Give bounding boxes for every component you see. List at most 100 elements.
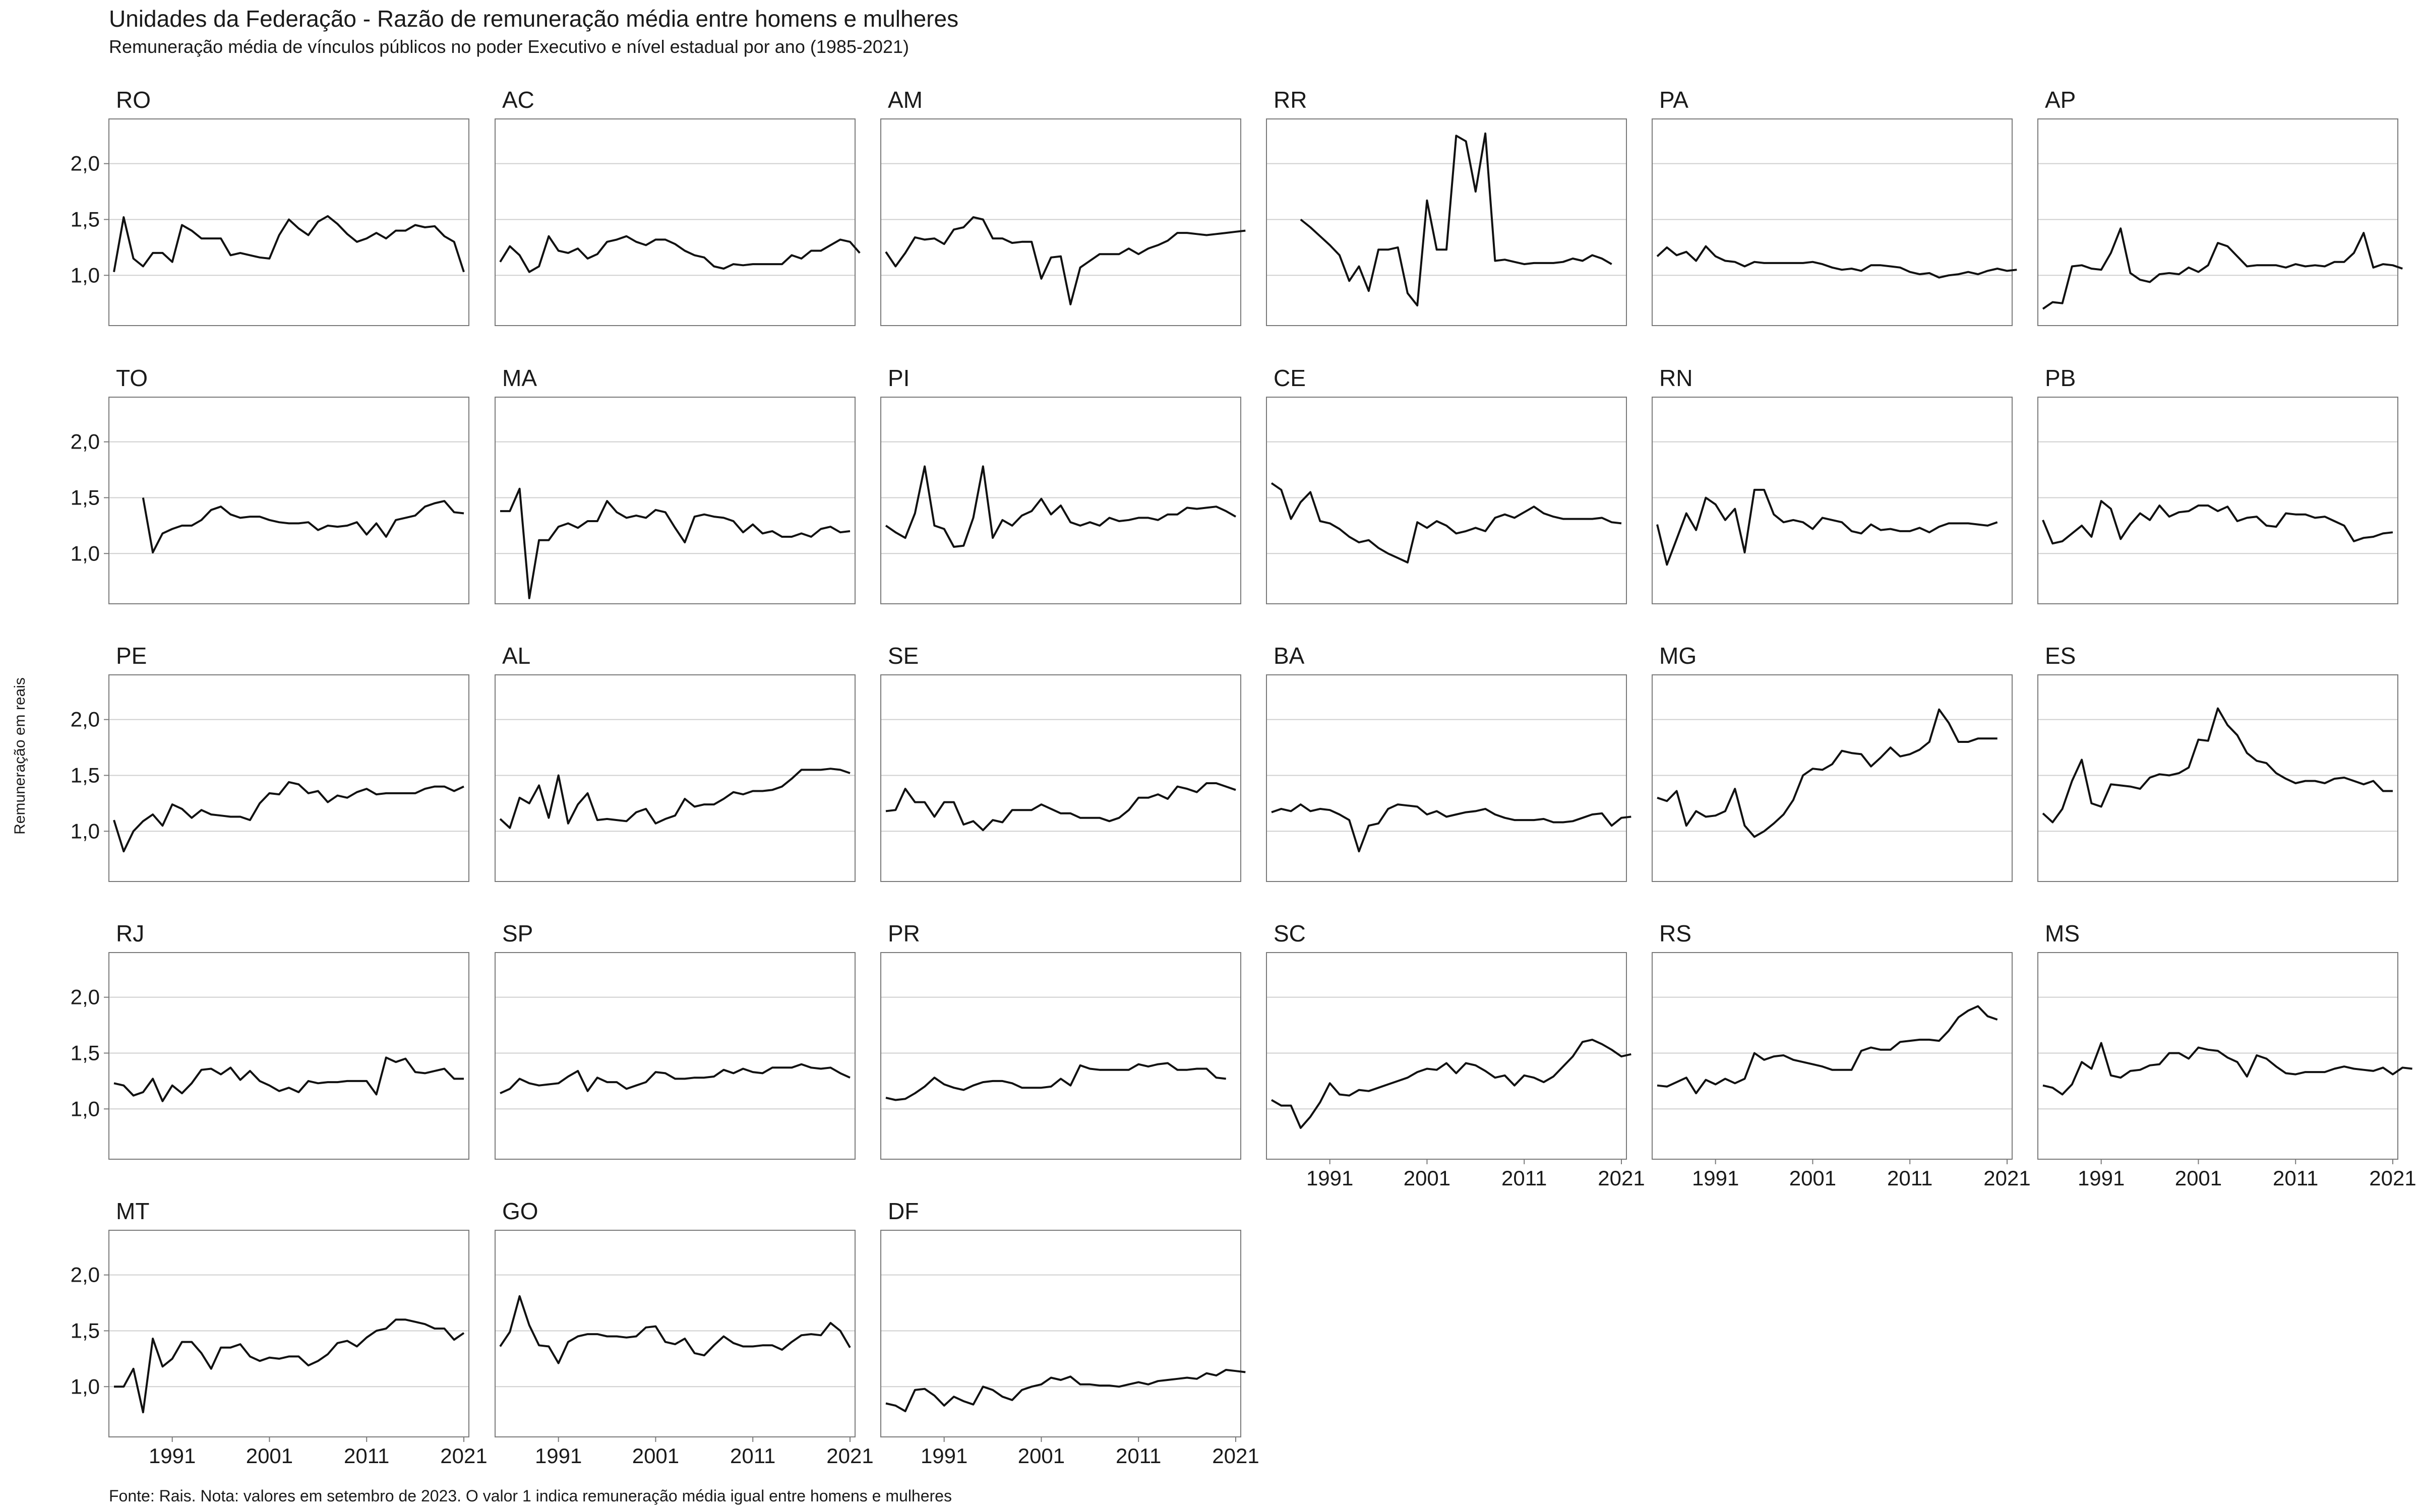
series-line-ac (499, 235, 861, 273)
y-tick-label: 2,0 (71, 708, 100, 731)
panel-frame (880, 1230, 1241, 1437)
panel-label-rr: RR (1274, 87, 1307, 113)
x-tick-label: 2001 (2175, 1166, 2222, 1190)
series-line-ce (1270, 482, 1622, 563)
panel-frame (2037, 674, 2398, 882)
series-line-ms (2042, 1042, 2412, 1096)
series-line-pe (113, 781, 464, 853)
panel-label-ba: BA (1274, 643, 1305, 669)
series-line-sc (1271, 1038, 1631, 1129)
series-line-rs (1657, 1005, 1998, 1095)
x-tick-label: 2011 (1116, 1444, 1161, 1468)
x-tick-label: 2001 (1404, 1166, 1450, 1190)
y-tick-label: 1,5 (71, 485, 100, 509)
y-tick-label: 1,0 (71, 263, 100, 287)
panel-label-am: AM (888, 87, 923, 113)
series-line-am (885, 216, 1246, 305)
series-line-sp (500, 1063, 851, 1095)
series-line-mt (114, 1318, 465, 1414)
x-tick-label: 2021 (1983, 1166, 2030, 1190)
x-tick-label: 2011 (344, 1444, 389, 1468)
panel-frame (880, 397, 1241, 604)
series-line-pa (1656, 245, 2017, 279)
y-tick-label: 1,5 (71, 207, 100, 231)
series-line-ma (500, 487, 851, 599)
x-tick-label: 2011 (730, 1444, 775, 1468)
panel-label-al: AL (502, 643, 530, 669)
panel-label-ms: MS (2045, 920, 2080, 947)
x-tick-label: 1991 (921, 1444, 967, 1468)
panel-label-mg: MG (1659, 643, 1697, 669)
x-tick-label: 2021 (440, 1444, 487, 1468)
panel-frame (1652, 674, 2013, 882)
panel-frame (1266, 674, 1627, 882)
panel-frame (880, 118, 1241, 326)
panel-frame (1652, 952, 2013, 1160)
series-line-pi (885, 465, 1236, 548)
panel-frame (880, 952, 1241, 1160)
y-tick-label: 1,5 (71, 1041, 100, 1064)
x-tick-label: 1991 (1692, 1166, 1739, 1190)
panel-frame (495, 118, 856, 326)
source-note: Fonte: Rais. Nota: valores em setembro d… (109, 1487, 952, 1505)
x-tick-label: 2001 (1018, 1444, 1065, 1468)
panel-label-df: DF (888, 1198, 919, 1224)
panel-frame (108, 952, 469, 1160)
y-tick-label: 1,0 (71, 819, 100, 843)
y-tick-label: 1,5 (71, 763, 100, 787)
y-tick-label: 1,0 (71, 541, 100, 565)
panel-frame (2037, 397, 2398, 604)
panel-frame (2037, 118, 2398, 326)
y-tick-label: 1,0 (71, 1097, 100, 1120)
series-line-pr (885, 1062, 1226, 1101)
x-tick-label: 2021 (1212, 1444, 1259, 1468)
series-line-rj (113, 1056, 464, 1102)
panel-frame (1266, 397, 1627, 604)
panel-frame (495, 952, 856, 1160)
panel-label-es: ES (2045, 643, 2076, 669)
panel-label-pb: PB (2045, 365, 2076, 391)
chart-subtitle: Remuneração média de vínculos públicos n… (109, 36, 909, 57)
x-tick-label: 2021 (826, 1444, 873, 1468)
panel-label-pr: PR (888, 920, 920, 947)
series-line-df (885, 1369, 1246, 1412)
chart-title: Unidades da Federação - Razão de remuner… (109, 6, 959, 32)
x-tick-label: 1991 (2078, 1166, 2125, 1190)
panel-label-pa: PA (1659, 87, 1688, 113)
series-line-go (499, 1295, 851, 1364)
series-line-ba (1271, 803, 1631, 853)
series-line-se (885, 782, 1236, 832)
panel-frame (880, 674, 1241, 882)
panel-label-pi: PI (888, 365, 910, 391)
panel-frame (1652, 397, 2013, 604)
x-tick-label: 2001 (246, 1444, 293, 1468)
panel-label-mt: MT (116, 1198, 149, 1224)
panel-frame (108, 118, 469, 326)
panel-label-sp: SP (502, 920, 533, 947)
panel-frame (1652, 118, 2013, 326)
panel-frame (108, 397, 469, 604)
panel-frame (108, 674, 469, 882)
panel-frame (495, 1230, 856, 1437)
panel-label-se: SE (888, 643, 919, 669)
x-tick-label: 2011 (2273, 1166, 2318, 1190)
panel-label-rj: RJ (116, 920, 144, 947)
x-tick-label: 2011 (1501, 1166, 1547, 1190)
panel-label-to: TO (116, 365, 148, 391)
y-tick-label: 2,0 (71, 1263, 100, 1287)
panel-label-ap: AP (2045, 87, 2076, 113)
panel-frame (2037, 952, 2398, 1160)
series-line-al (499, 768, 851, 829)
panel-frame (1266, 118, 1627, 326)
panel-frame (495, 397, 856, 604)
series-line-es (2042, 707, 2393, 824)
y-tick-label: 1,0 (71, 1374, 100, 1398)
x-tick-label: 2001 (1789, 1166, 1836, 1190)
x-tick-label: 1991 (535, 1444, 582, 1468)
panel-label-rn: RN (1659, 365, 1692, 391)
panel-label-rs: RS (1659, 920, 1691, 947)
series-line-ap (2042, 227, 2403, 310)
panel-label-ma: MA (502, 365, 537, 391)
series-line-mg (1657, 708, 1998, 838)
